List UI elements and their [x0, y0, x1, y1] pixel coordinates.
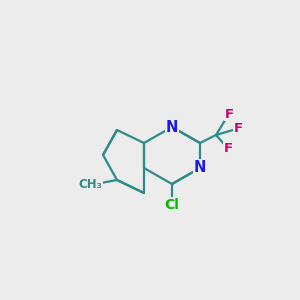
Text: F: F — [224, 107, 233, 121]
Text: CH₃: CH₃ — [78, 178, 102, 191]
Text: N: N — [166, 119, 178, 134]
Text: F: F — [234, 122, 243, 135]
Text: N: N — [194, 160, 206, 175]
Text: F: F — [224, 142, 232, 155]
Text: Cl: Cl — [165, 198, 179, 212]
